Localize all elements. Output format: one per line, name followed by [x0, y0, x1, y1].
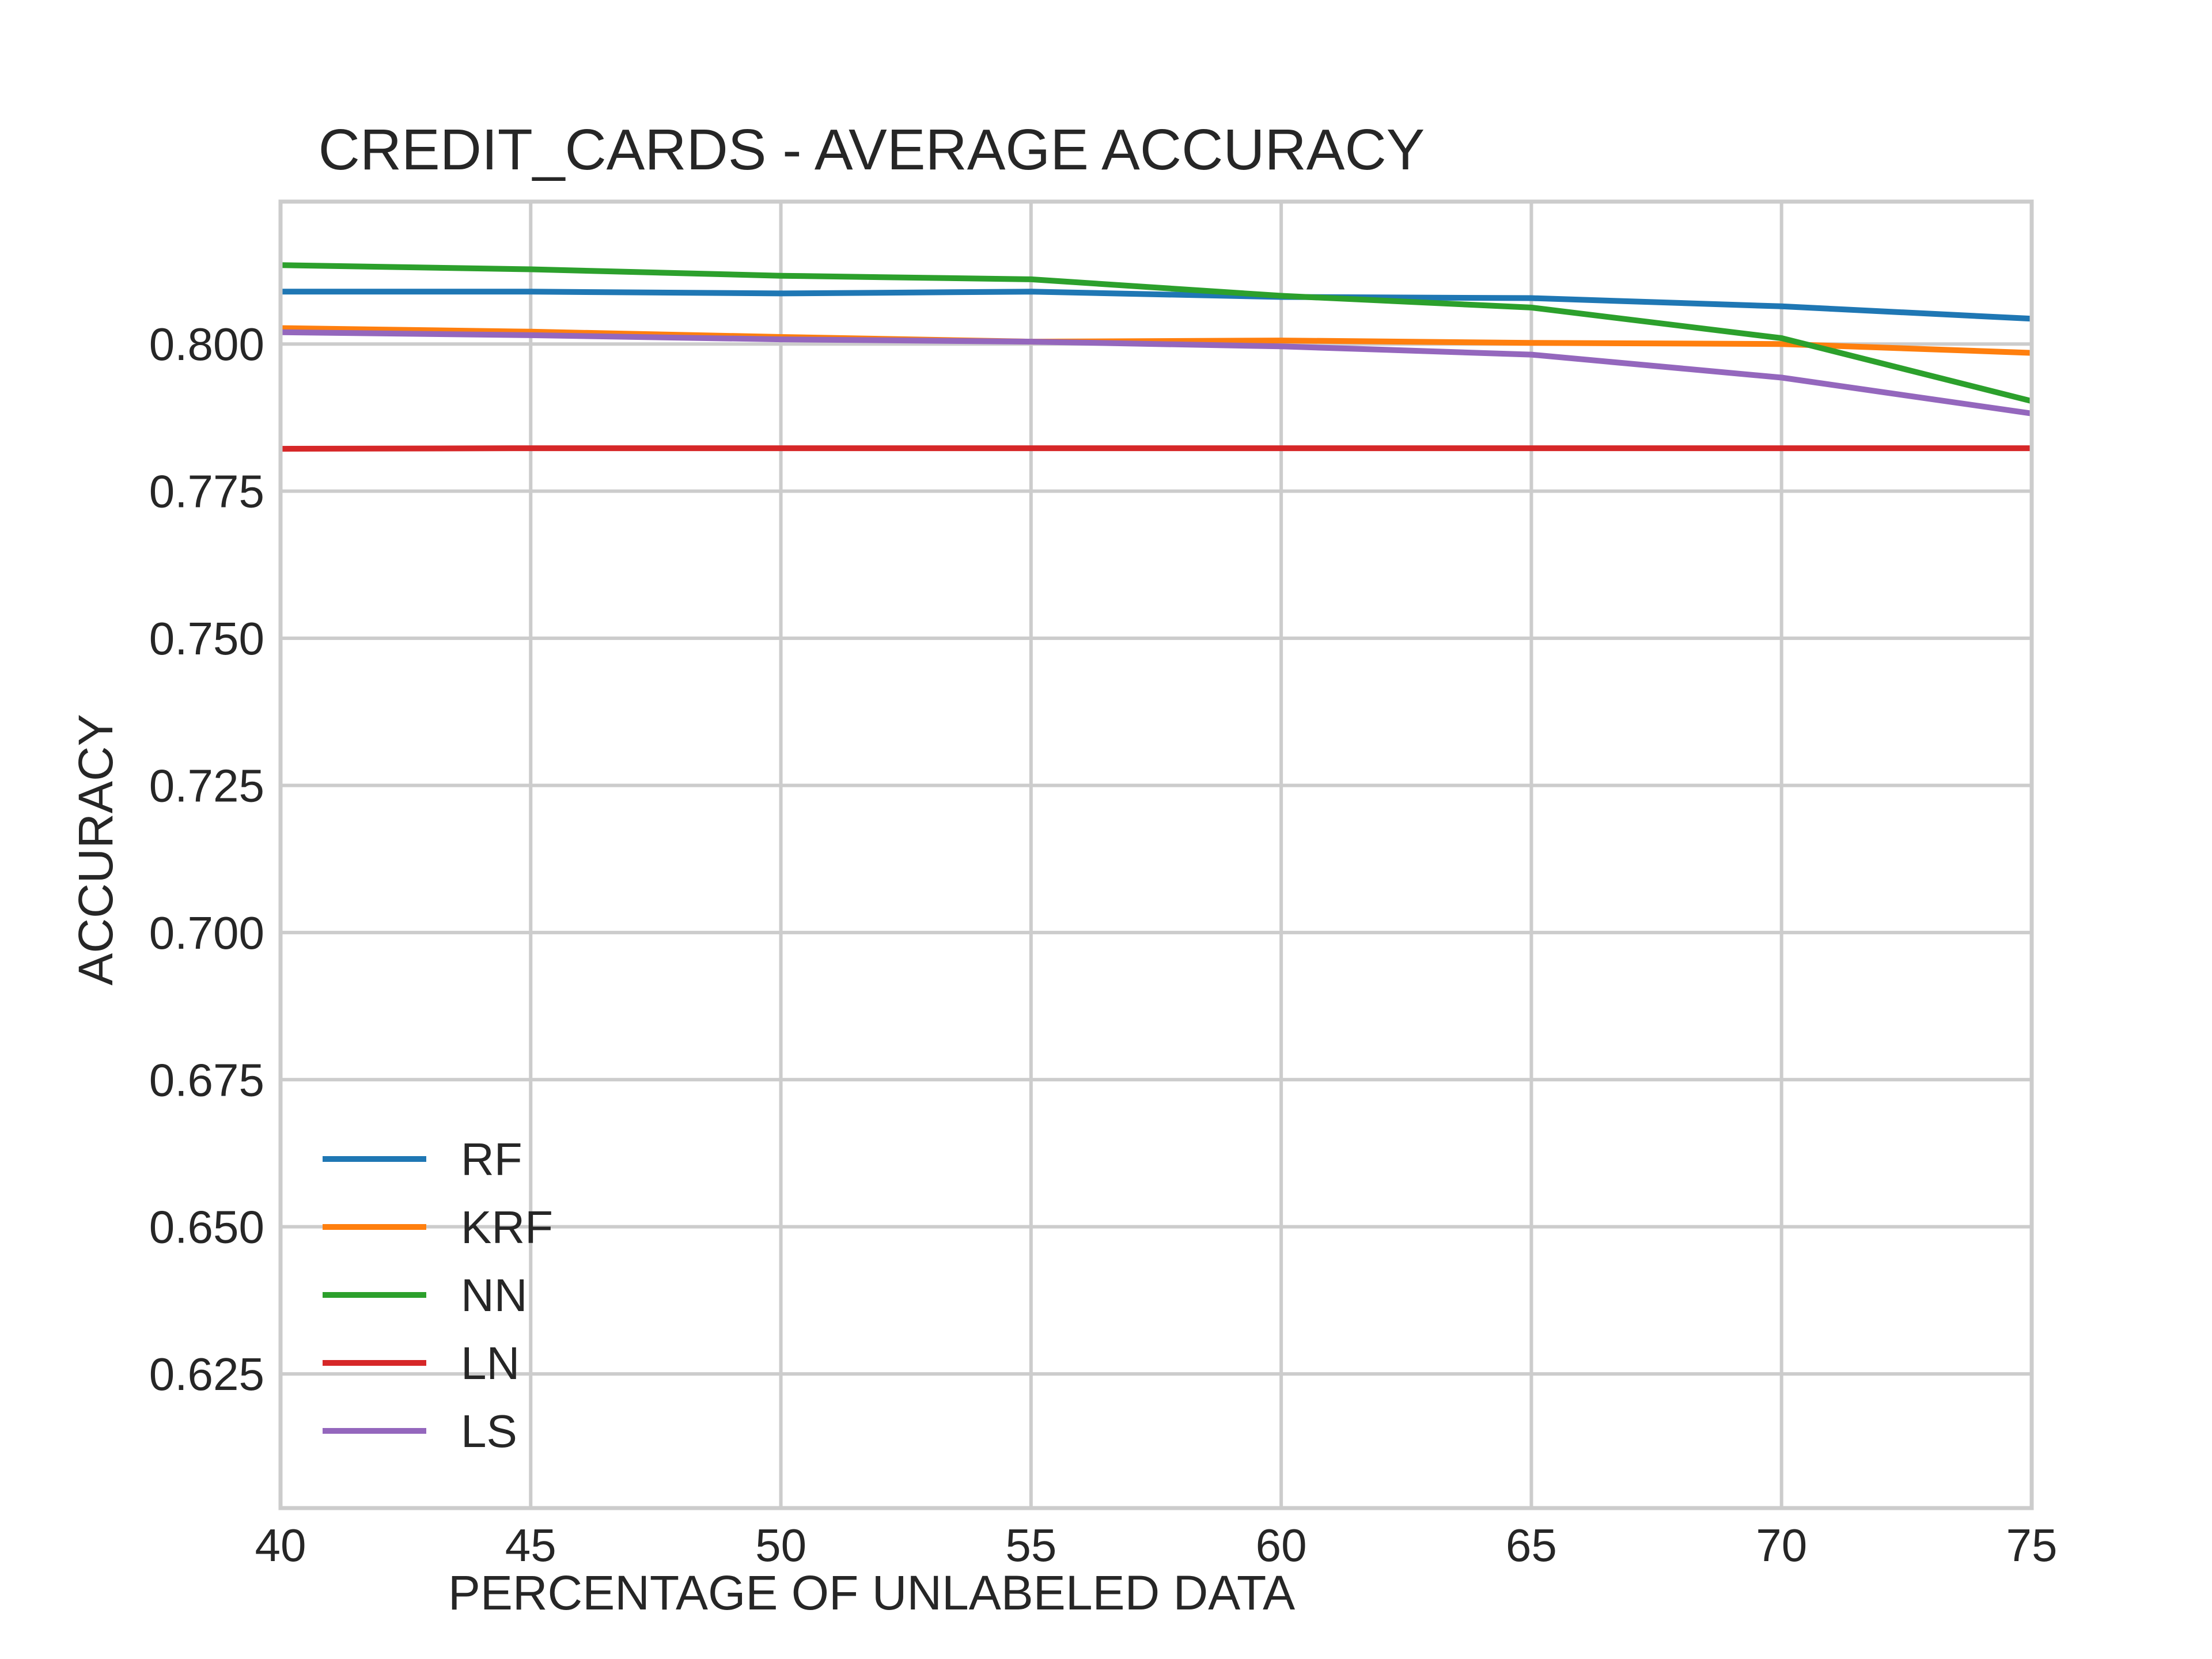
x-tick-label: 60: [1256, 1520, 1307, 1571]
y-tick-label: 0.750: [149, 613, 264, 664]
legend-label-krf: KRF: [461, 1202, 553, 1253]
legend-label-ls: LS: [461, 1406, 517, 1457]
x-tick-label: 40: [255, 1520, 306, 1571]
x-tick-label: 70: [1756, 1520, 1807, 1571]
legend-label-nn: NN: [461, 1270, 528, 1321]
y-tick-label: 0.700: [149, 907, 264, 959]
y-tick-label: 0.650: [149, 1202, 264, 1253]
x-tick-labels: 40 45 50 55 60 65 70 75: [255, 1520, 2058, 1571]
series-line-nn: [280, 262, 2033, 404]
series-line-krf: [280, 325, 2032, 356]
y-tick-label: 0.775: [149, 466, 264, 517]
x-tick-label: 75: [2006, 1520, 2058, 1571]
y-tick-label: 0.800: [149, 319, 264, 370]
series-lines: [280, 262, 2033, 452]
y-tick-label: 0.675: [149, 1054, 264, 1105]
series-line-ln: [280, 445, 2032, 452]
legend-label-rf: RF: [461, 1134, 522, 1185]
y-tick-labels: 0.625 0.650 0.675 0.700 0.725 0.750 0.775 0.800: [149, 319, 264, 1400]
x-tick-label: 55: [1005, 1520, 1056, 1571]
plot-frame: [278, 199, 2034, 1510]
legend-label-ln: LN: [461, 1338, 520, 1389]
series-line-ls: [280, 329, 2032, 416]
x-tick-label: 65: [1506, 1520, 1557, 1571]
chart-title: CREDIT_CARDS - AVERAGE ACCURACY: [319, 118, 1425, 182]
x-tick-label: 50: [755, 1520, 806, 1571]
y-tick-label: 0.725: [149, 760, 264, 811]
x-tick-label: 45: [505, 1520, 556, 1571]
legend: RF KRF NN LN LS: [323, 1134, 553, 1457]
series-line-rf: [281, 289, 2032, 322]
x-axis-label: PERCENTAGE OF UNLABELED DATA: [448, 1566, 1295, 1620]
y-axis-label: ACCURACY: [69, 714, 123, 985]
y-tick-label: 0.625: [149, 1349, 264, 1400]
grid: [279, 202, 2033, 1508]
